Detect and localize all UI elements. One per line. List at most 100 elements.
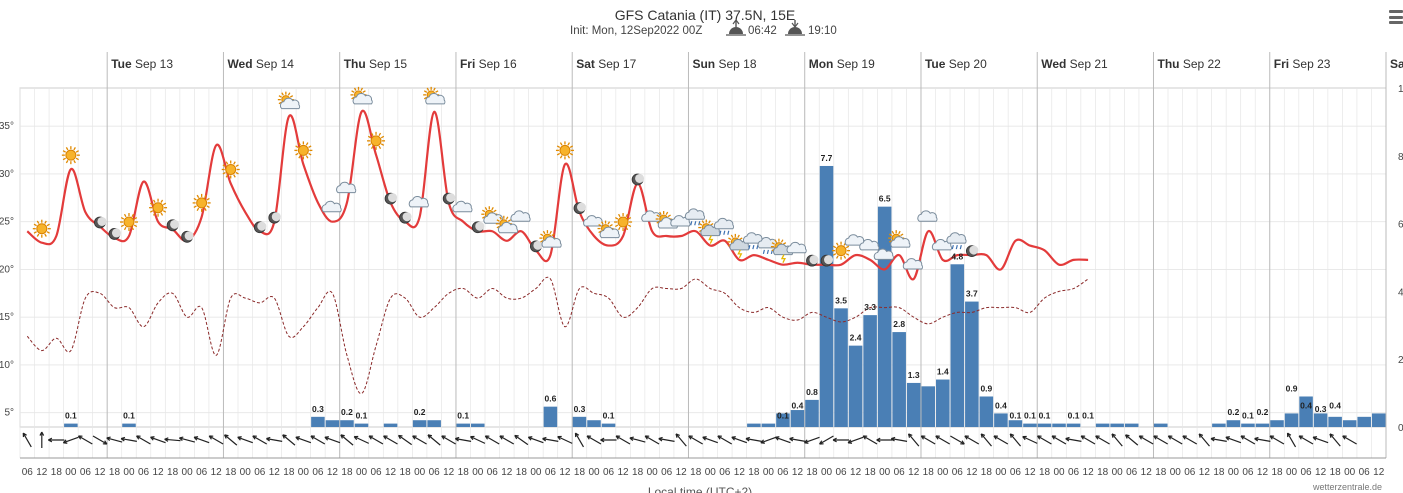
wind-arrow: [542, 436, 559, 442]
wind-arrow: [907, 433, 920, 447]
wind-shaft: [179, 437, 195, 443]
sun-disc: [835, 245, 847, 257]
left-axis-tick-label: 20°: [0, 264, 14, 275]
sun-icon: [221, 160, 240, 179]
wind-shaft: [368, 435, 384, 445]
wind-head: [1065, 436, 1070, 442]
cloud-shape: [670, 215, 691, 227]
sun-ray: [65, 147, 69, 151]
x-tick-label: 18: [690, 467, 702, 478]
rain-drop: [752, 244, 755, 250]
wind-arrow: [964, 435, 980, 445]
wind-arrow: [514, 434, 529, 446]
precip-bar: [572, 416, 587, 427]
sun-ray: [308, 145, 312, 148]
wind-shaft: [295, 436, 312, 444]
precip-bar: [64, 423, 78, 427]
precip-bar: [1284, 413, 1299, 427]
moon-icon: [471, 221, 485, 234]
wind-arrow: [136, 435, 151, 445]
wind-head: [178, 436, 184, 442]
wind-arrow: [324, 436, 341, 444]
wind-head: [441, 435, 446, 440]
sun-ray: [206, 197, 210, 201]
sun-ray: [305, 155, 309, 159]
wind-arrow: [48, 437, 65, 443]
wind-shaft: [224, 434, 238, 446]
wind-shaft: [499, 435, 515, 445]
partly-cloudy-icon: [495, 215, 519, 234]
x-tick-label: 06: [545, 467, 557, 478]
wind-arrow: [1210, 436, 1227, 442]
sun-ray: [598, 224, 602, 227]
wind-shaft: [644, 435, 660, 445]
wind-head: [353, 435, 359, 441]
moon-light: [402, 212, 412, 222]
precip-value-label: 0.9: [1286, 383, 1298, 393]
wind-head: [574, 432, 580, 438]
cloud-icon: [670, 215, 691, 227]
sun-ray: [160, 212, 164, 216]
wind-arrow: [980, 433, 992, 447]
x-tick-label: 06: [952, 467, 964, 478]
precip-value-label: 0.4: [1329, 400, 1341, 410]
precip-value-label: 0.9: [980, 383, 992, 393]
wind-arrow: [1065, 436, 1082, 442]
wind-arrow: [629, 436, 646, 443]
rain-drop: [955, 244, 958, 250]
moon-light: [533, 240, 543, 250]
wind-arrow: [574, 432, 584, 448]
cloud-shape: [890, 236, 911, 248]
precip-bar: [383, 423, 398, 427]
wind-head: [935, 435, 940, 440]
wind-head: [368, 435, 374, 440]
sun-ray: [133, 216, 138, 220]
wind-arrow: [920, 435, 936, 445]
hamburger-menu-icon[interactable]: [1389, 10, 1403, 28]
sun-ray: [193, 205, 197, 208]
left-axis-tick-label: 10°: [0, 360, 14, 371]
cloud-icon: [859, 239, 880, 251]
sun-icon: [61, 146, 80, 165]
dewpoint-line: [26, 276, 1089, 395]
wind-shaft: [340, 434, 354, 446]
right-axis-tick-label: 8: [1398, 152, 1403, 163]
precip-bar: [877, 206, 892, 427]
sun-ray: [774, 239, 777, 243]
wind-head: [514, 434, 519, 440]
wind-shaft: [1153, 435, 1168, 445]
left-axis-tick-label: 35°: [0, 121, 14, 132]
sun-ray: [65, 160, 69, 164]
x-tick-label: 12: [36, 467, 48, 478]
precip-value-label: 1.4: [937, 367, 949, 377]
x-tick-label: 18: [1155, 467, 1167, 478]
wind-arrow: [22, 432, 32, 448]
sun-ray: [491, 206, 494, 211]
sun-disc: [559, 144, 571, 156]
wind-shaft: [1312, 436, 1329, 444]
wind-arrow: [935, 435, 951, 445]
sun-ray: [73, 147, 76, 151]
x-tick-label: 06: [777, 467, 789, 478]
wind-arrow: [427, 434, 441, 446]
sun-ray: [600, 221, 604, 225]
precip-value-label: 0.1: [1024, 411, 1036, 421]
wind-arrow: [1269, 435, 1285, 445]
x-tick-label: 06: [894, 467, 906, 478]
precip-value-label: 3.7: [966, 289, 978, 299]
precip-value-label: 0.2: [1228, 407, 1240, 417]
x-tick-label: 06: [429, 467, 441, 478]
moon-light: [809, 255, 819, 265]
x-tick-label: 18: [981, 467, 993, 478]
rain-drop: [951, 244, 954, 250]
sunset-icon: [785, 20, 805, 36]
wind-arrow: [876, 437, 893, 443]
wind-head: [960, 440, 965, 445]
wind-arrow: [1225, 436, 1242, 444]
x-tick-label: 06: [254, 467, 266, 478]
moon-icon: [965, 245, 979, 258]
sun-ray: [728, 237, 732, 240]
rain-drop: [766, 249, 769, 255]
cloud-shape: [279, 97, 301, 110]
precip-value-label: 1.3: [908, 370, 920, 380]
